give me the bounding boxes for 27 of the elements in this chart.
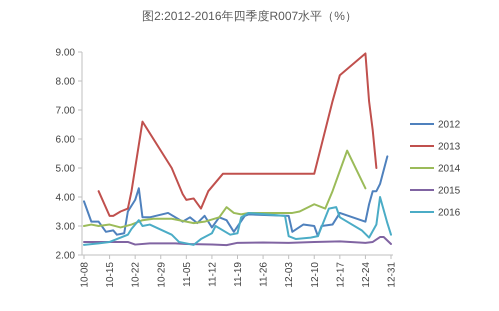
x-tick-label: 10-29 (156, 262, 168, 288)
x-tick-label: 10-22 (130, 262, 142, 288)
y-tick-label: 4.00 (56, 192, 76, 204)
y-tick-label: 7.00 (56, 106, 76, 116)
legend-label: 2014 (438, 164, 461, 174)
x-tick-label: 10-15 (105, 262, 116, 288)
x-tick-label: 10-08 (80, 262, 90, 288)
y-tick-label: 2.00 (56, 250, 76, 262)
x-tick-label: 11-26 (258, 262, 270, 287)
y-tick-label: 5.00 (56, 164, 76, 174)
x-tick-label: 11-19 (233, 262, 244, 287)
legend-label: 2013 (438, 142, 461, 152)
x-tick-label: 12-24 (360, 262, 372, 288)
x-tick-label: 12-17 (335, 262, 346, 288)
x-tick-label: 12-10 (310, 262, 321, 288)
y-tick-label: 3.00 (56, 222, 76, 232)
y-tick-label: 8.00 (56, 76, 76, 88)
x-tick-label: 11-05 (182, 262, 193, 287)
legend-label: 2012 (438, 120, 461, 130)
chart-title: 图2:2012-2016年四季度R007水平（%） (142, 9, 357, 23)
x-tick-label: 12-31 (386, 262, 398, 288)
x-tick-label: 11-12 (207, 262, 218, 287)
legend-label: 2016 (438, 208, 461, 218)
y-tick-label: 6.00 (56, 134, 76, 146)
legend-label: 2015 (438, 186, 461, 196)
y-tick-label: 9.00 (56, 48, 76, 58)
x-tick-label: 12-03 (284, 262, 296, 288)
